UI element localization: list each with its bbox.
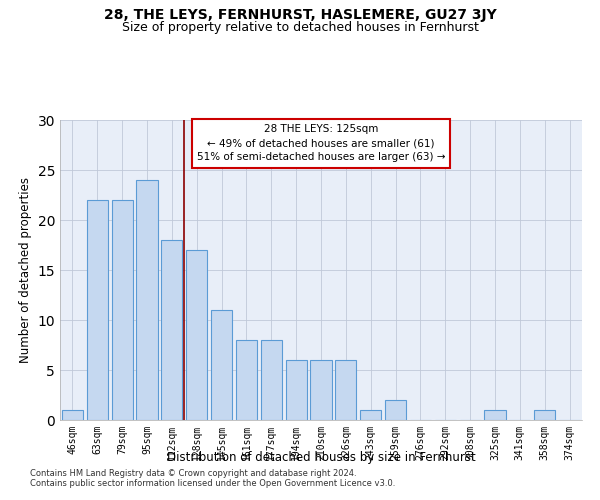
Text: Distribution of detached houses by size in Fernhurst: Distribution of detached houses by size … <box>167 451 475 464</box>
Text: 28, THE LEYS, FERNHURST, HASLEMERE, GU27 3JY: 28, THE LEYS, FERNHURST, HASLEMERE, GU27… <box>104 8 496 22</box>
Bar <box>236 340 257 420</box>
Bar <box>385 400 406 420</box>
Bar <box>62 410 83 420</box>
Bar <box>211 310 232 420</box>
Text: Size of property relative to detached houses in Fernhurst: Size of property relative to detached ho… <box>122 21 478 34</box>
Bar <box>112 200 133 420</box>
Y-axis label: Number of detached properties: Number of detached properties <box>19 177 32 363</box>
Bar <box>484 410 506 420</box>
Text: 28 THE LEYS: 125sqm
← 49% of detached houses are smaller (61)
51% of semi-detach: 28 THE LEYS: 125sqm ← 49% of detached ho… <box>197 124 445 162</box>
Bar <box>261 340 282 420</box>
Text: Contains public sector information licensed under the Open Government Licence v3: Contains public sector information licen… <box>30 478 395 488</box>
Bar <box>534 410 555 420</box>
Bar <box>335 360 356 420</box>
Bar <box>286 360 307 420</box>
Bar <box>161 240 182 420</box>
Bar <box>186 250 207 420</box>
Bar <box>360 410 381 420</box>
Text: Contains HM Land Registry data © Crown copyright and database right 2024.: Contains HM Land Registry data © Crown c… <box>30 468 356 477</box>
Bar <box>87 200 108 420</box>
Bar <box>310 360 332 420</box>
Bar <box>136 180 158 420</box>
